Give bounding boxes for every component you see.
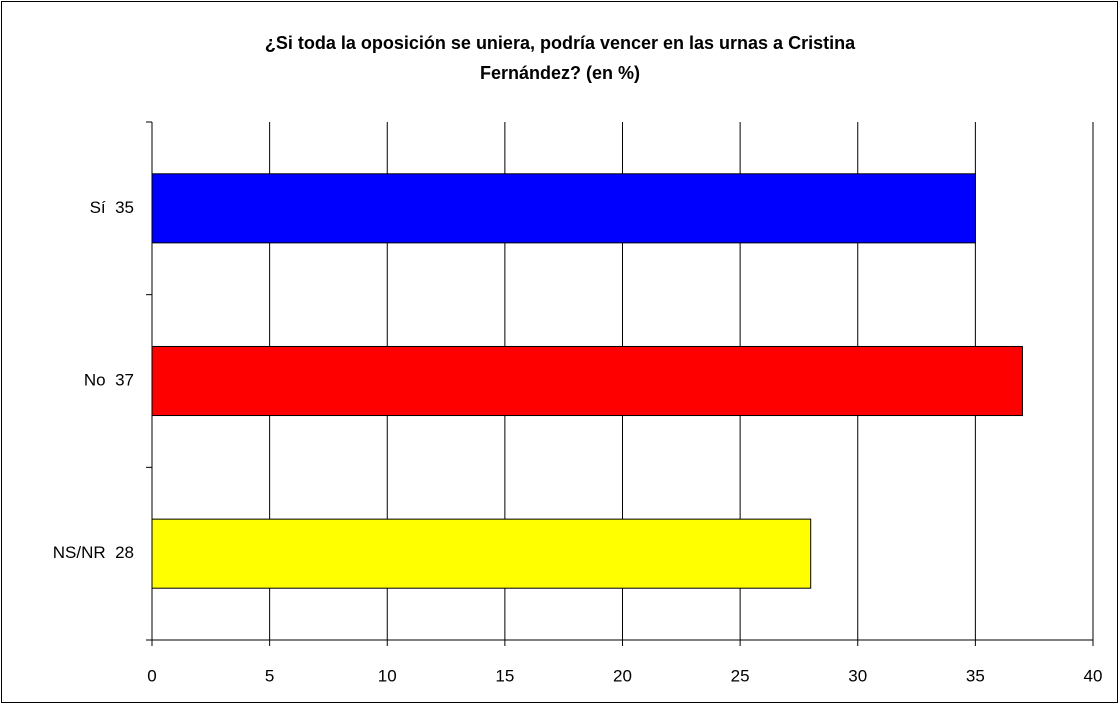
x-tick-label: 25: [731, 666, 750, 685]
y-tick-label: Sí 35: [90, 198, 134, 217]
x-tick-label: 30: [848, 666, 867, 685]
bar: [151, 173, 976, 244]
y-tick-label: No 37: [84, 370, 134, 389]
bar: [151, 518, 812, 589]
bar: [151, 345, 1023, 417]
x-tick-label: 10: [378, 666, 397, 685]
y-tick-label: NS/NR 28: [53, 543, 134, 562]
chart-title: ¿Si toda la oposición se uniera, podría …: [264, 33, 856, 83]
x-tick-label: 5: [265, 666, 274, 685]
x-tick-label: 20: [613, 666, 632, 685]
x-tick-label: 15: [495, 666, 514, 685]
x-tick-label: 40: [1084, 666, 1103, 685]
x-tick-label: 35: [966, 666, 985, 685]
x-tick-label: 0: [147, 666, 156, 685]
